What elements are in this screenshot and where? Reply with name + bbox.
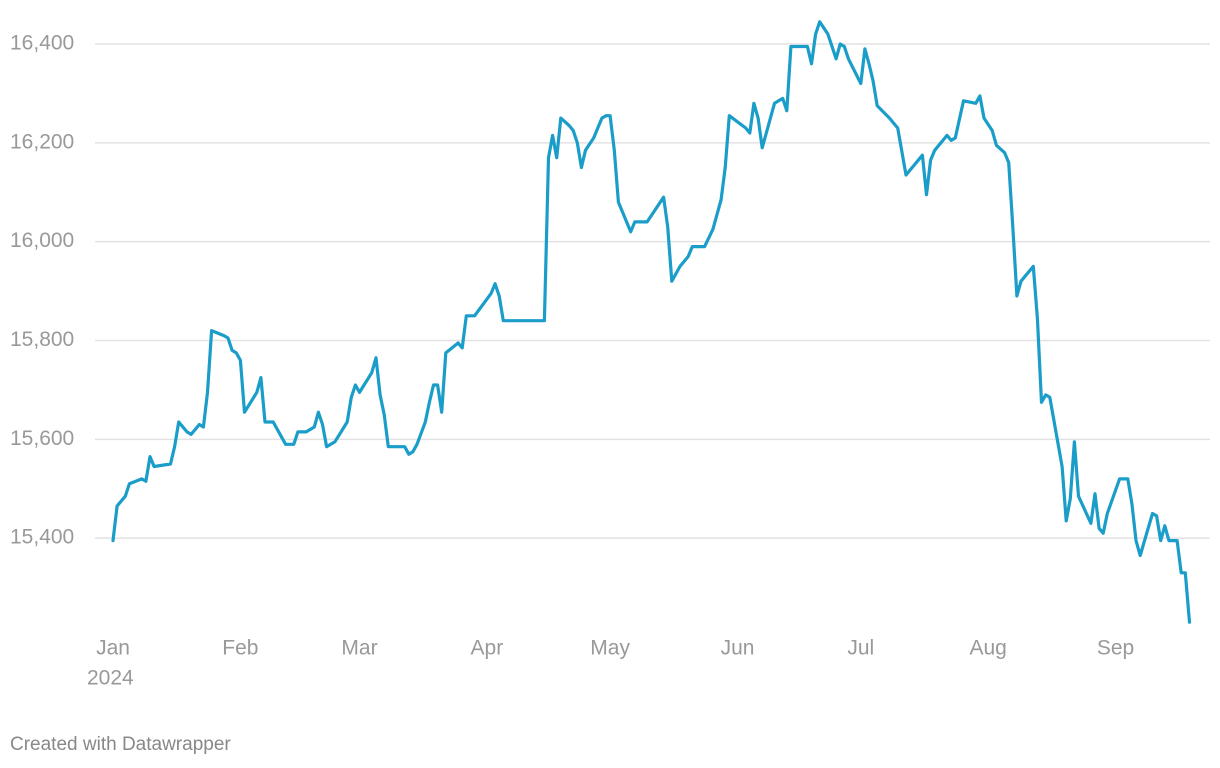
x-year-label: 2024: [87, 667, 134, 690]
x-tick-label: Jan: [96, 637, 130, 660]
x-tick-label: Aug: [969, 637, 1006, 660]
x-tick-label: Apr: [471, 637, 504, 660]
y-tick-label: 16,200: [10, 130, 74, 153]
x-tick-label: Mar: [341, 637, 377, 660]
y-tick-label: 16,400: [10, 32, 74, 55]
x-tick-label: Jun: [721, 637, 755, 660]
y-tick-label: 15,600: [10, 427, 74, 450]
x-tick-label: May: [590, 637, 630, 660]
y-tick-label: 16,000: [10, 229, 74, 252]
x-tick-label: Jul: [847, 637, 874, 660]
x-tick-label: Sep: [1097, 637, 1134, 660]
y-tick-label: 15,800: [10, 328, 74, 351]
line: [111, 20, 1192, 624]
footer: Created with Datawrapper: [10, 734, 231, 755]
x-tick-label: Feb: [222, 637, 258, 660]
y-tick-label: 15,400: [10, 526, 74, 549]
